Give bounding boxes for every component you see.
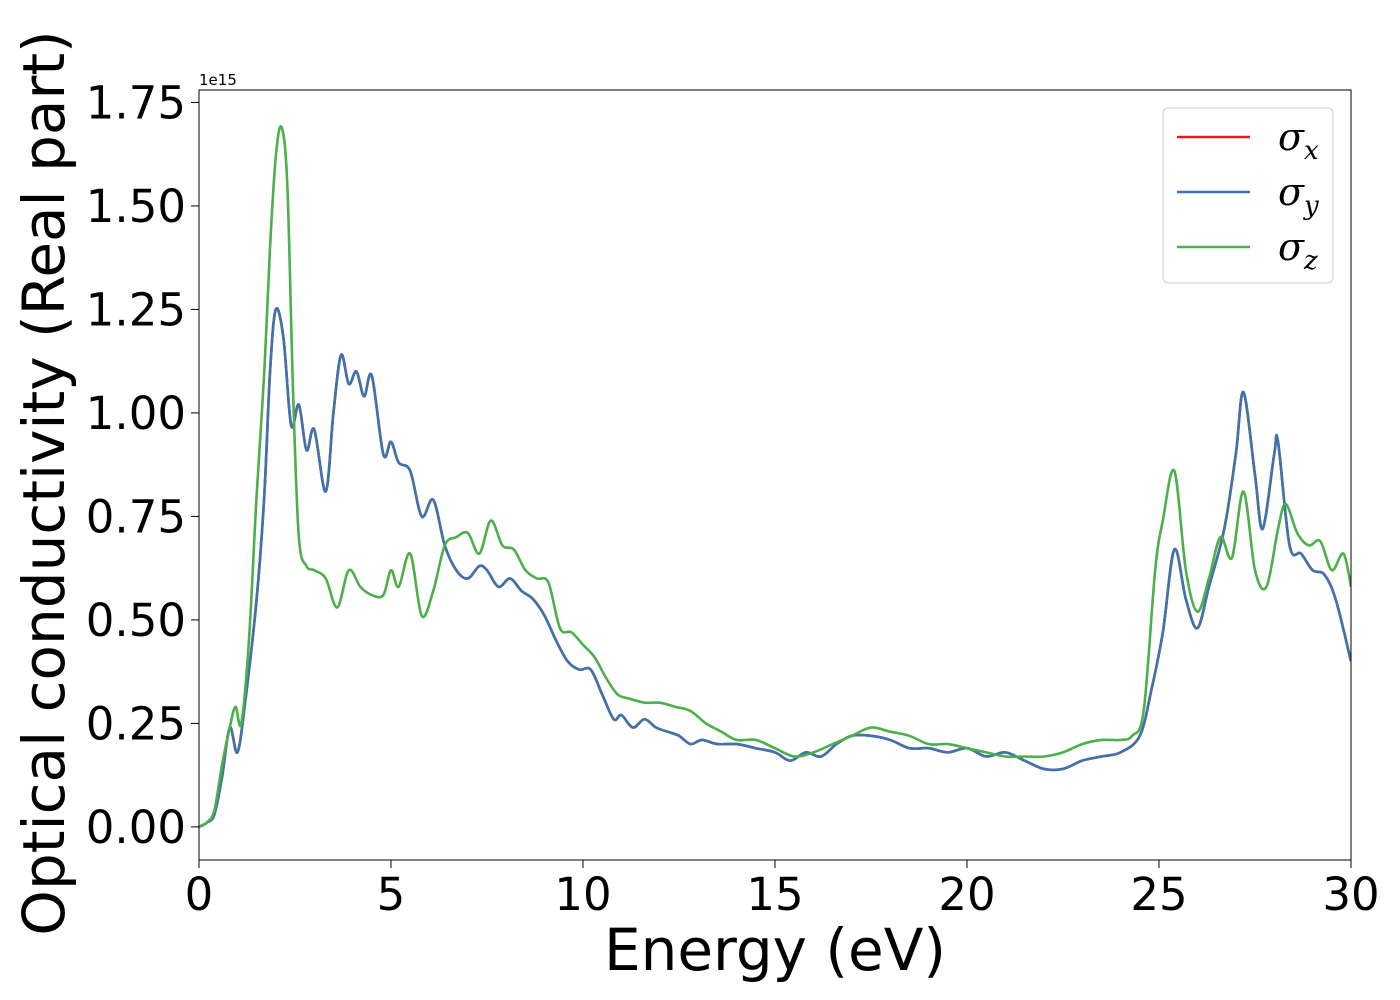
y-offset-text: 1e15 — [199, 71, 237, 89]
y-axis: 0.00 0.25 0.50 0.75 1.00 1.25 1.50 1.75 — [86, 76, 199, 854]
x-tick-label: 20 — [938, 868, 995, 921]
y-tick-label: 0.25 — [86, 697, 186, 750]
x-axis: 0 5 10 15 20 25 30 — [185, 860, 1380, 921]
x-tick-label: 5 — [377, 868, 406, 921]
y-tick-label: 0.00 — [86, 801, 186, 854]
y-tick-label: 1.75 — [86, 76, 186, 129]
legend-label-x: σx — [1278, 115, 1319, 166]
y-tick-label: 1.50 — [86, 180, 186, 233]
x-tick-label: 30 — [1322, 868, 1379, 921]
legend-box — [1162, 107, 1334, 284]
y-axis-title: Optical conductivity (Real part) — [10, 30, 78, 935]
x-tick-label: 0 — [185, 868, 214, 921]
y-tick-label: 1.25 — [86, 283, 186, 336]
y-tick-label: 1.00 — [86, 387, 186, 440]
x-tick-label: 15 — [746, 868, 803, 921]
series-line-y — [199, 306, 1351, 829]
x-tick-label: 10 — [554, 868, 611, 921]
x-axis-title: Energy (eV) — [604, 916, 946, 984]
legend-label-z: σz — [1278, 225, 1318, 276]
legend-label-y: σy — [1278, 170, 1319, 221]
plot-lines — [199, 124, 1351, 829]
y-tick-label: 0.50 — [86, 594, 186, 647]
x-tick-label: 25 — [1130, 868, 1187, 921]
series-line-z — [199, 124, 1351, 829]
y-tick-label: 0.75 — [86, 490, 186, 543]
